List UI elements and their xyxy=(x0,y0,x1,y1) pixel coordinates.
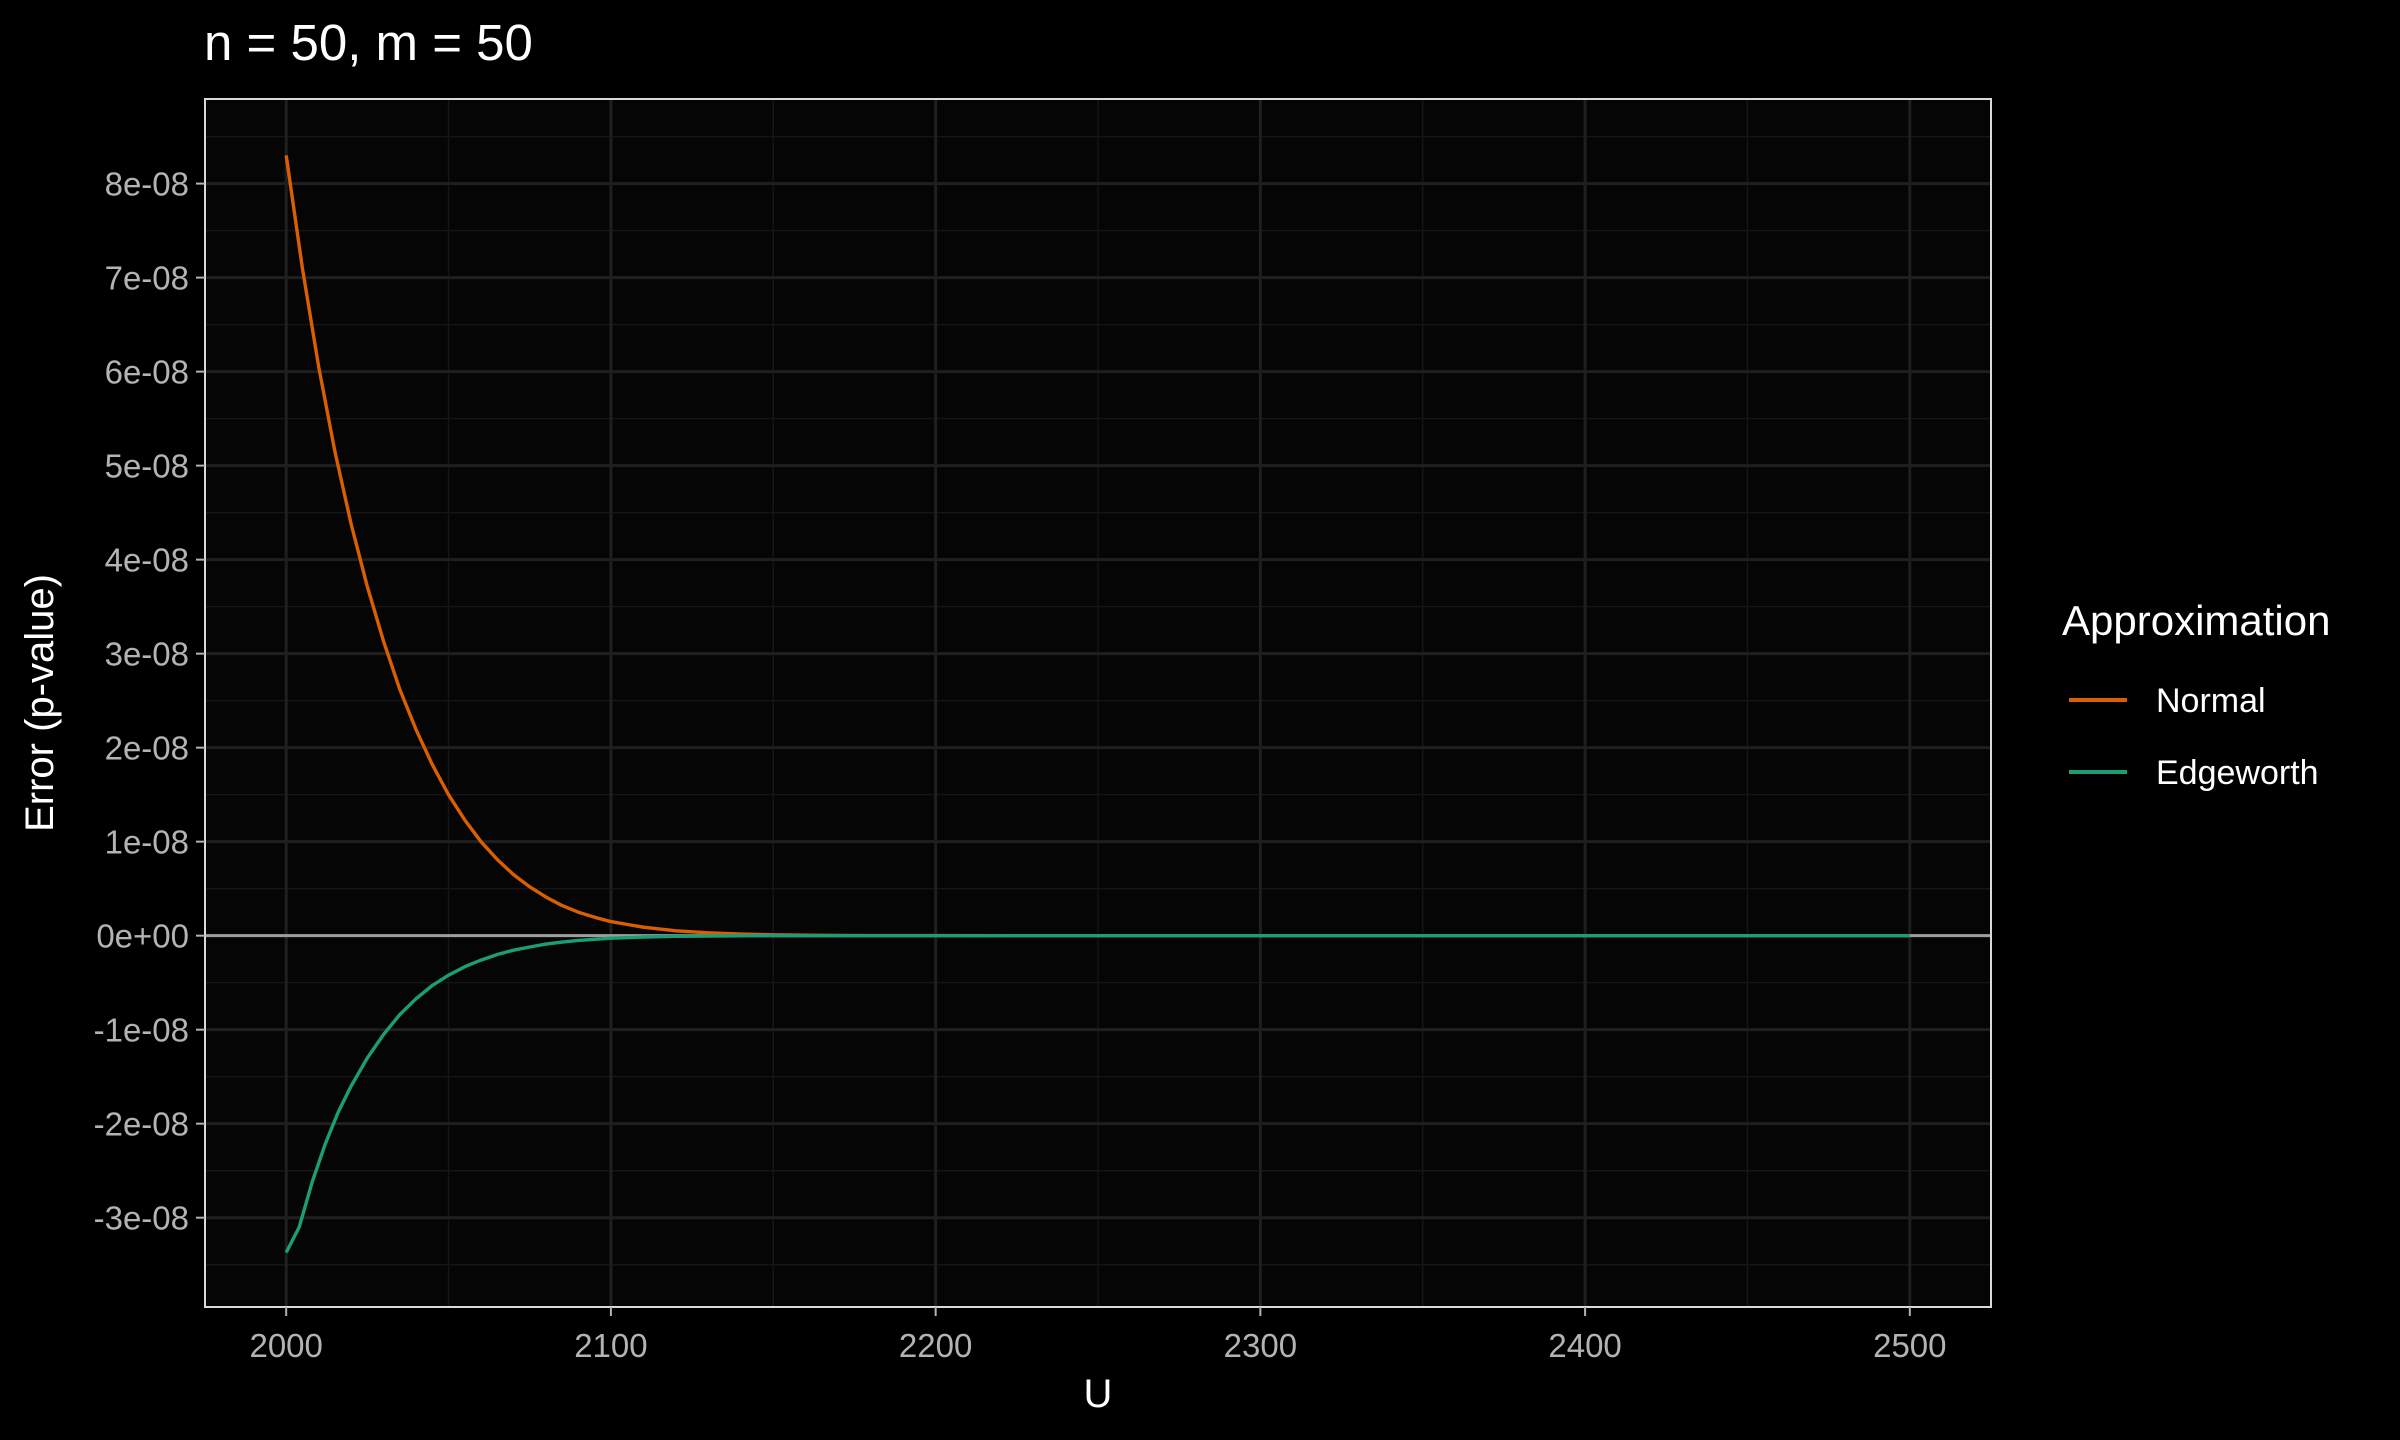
plot-border xyxy=(204,98,1992,1308)
y-tick-label: 6e-08 xyxy=(105,354,189,391)
x-axis-title: U xyxy=(1084,1372,1113,1416)
x-tick-label: 2000 xyxy=(249,1327,322,1364)
legend-title: Approximation xyxy=(2062,597,2330,644)
x-tick-label: 2500 xyxy=(1873,1327,1946,1364)
x-axis: 2000 2100 2200 2300 2400 2500 xyxy=(249,1307,1947,1364)
y-tick-label: 5e-08 xyxy=(105,448,189,485)
series-line-edgeworth xyxy=(284,934,1910,1254)
legend-label-edgeworth: Edgeworth xyxy=(2156,754,2319,792)
chart-title: n = 50, m = 50 xyxy=(204,14,533,71)
y-tick-label: 1e-08 xyxy=(105,824,189,861)
x-tick-label: 2300 xyxy=(1224,1327,1297,1364)
x-tick-label: 2200 xyxy=(899,1327,972,1364)
y-tick-label: -1e-08 xyxy=(94,1012,189,1049)
legend: Approximation Normal Edgeworth xyxy=(2062,597,2330,792)
y-tick-label: -3e-08 xyxy=(94,1200,189,1237)
y-tick-label: 4e-08 xyxy=(105,542,189,579)
y-axis: -3e-08 -2e-08 -1e-08 0e+00 1e-08 2e-08 3e-08 4e… xyxy=(94,166,205,1237)
y-tick-label: 7e-08 xyxy=(105,260,189,297)
y-tick-label: 8e-08 xyxy=(105,166,189,203)
y-tick-label: 3e-08 xyxy=(105,636,189,673)
y-tick-label: 2e-08 xyxy=(105,730,189,767)
legend-label-normal: Normal xyxy=(2156,682,2266,720)
x-tick-label: 2100 xyxy=(574,1327,647,1364)
y-tick-label: -2e-08 xyxy=(94,1106,189,1143)
grid-minor xyxy=(205,99,1991,1307)
x-tick-label: 2400 xyxy=(1548,1327,1621,1364)
y-axis-title: Error (p-value) xyxy=(18,574,62,832)
series-layer xyxy=(284,155,1910,1254)
y-tick-label: 0e+00 xyxy=(96,918,189,955)
